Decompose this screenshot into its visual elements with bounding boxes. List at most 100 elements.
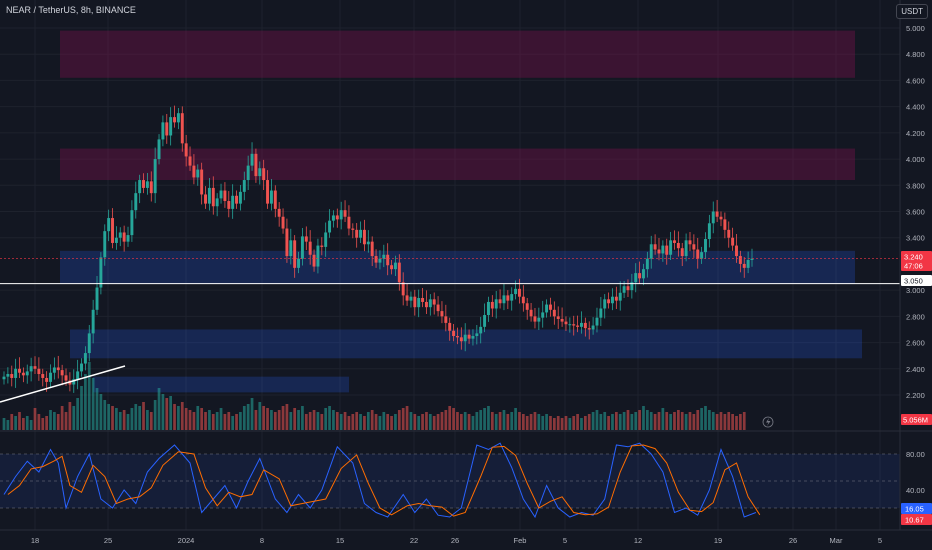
candle-body bbox=[711, 211, 715, 224]
volume-bar bbox=[6, 420, 10, 430]
volume-bar bbox=[490, 412, 494, 430]
osc-badge bbox=[901, 503, 932, 514]
symbol-title[interactable]: NEAR / TetherUS, 8h, BINANCE bbox=[6, 5, 136, 15]
candle-body bbox=[564, 321, 568, 325]
candle-body bbox=[351, 228, 355, 230]
volume-bar bbox=[425, 412, 428, 430]
candle-body bbox=[727, 229, 731, 238]
trendline bbox=[0, 365, 126, 403]
candle-body bbox=[572, 324, 576, 326]
candle-body bbox=[634, 273, 638, 283]
volume-bar bbox=[463, 412, 467, 430]
candle-body bbox=[21, 372, 25, 376]
volume-bar bbox=[665, 412, 669, 430]
volume-bar bbox=[518, 412, 521, 430]
volume-bar bbox=[366, 412, 370, 430]
volume-bar bbox=[242, 406, 246, 430]
candle-body bbox=[541, 312, 545, 318]
price-tick-label: 2.200 bbox=[906, 391, 925, 400]
volume-bar bbox=[630, 414, 634, 430]
currency-button[interactable]: USDT bbox=[896, 4, 928, 19]
candle-body bbox=[320, 245, 324, 247]
volume-bar bbox=[316, 412, 320, 430]
volume-bar bbox=[382, 412, 386, 430]
candle-body bbox=[266, 180, 270, 204]
candle-body bbox=[80, 363, 83, 372]
candle-body bbox=[142, 180, 145, 188]
volume-bar bbox=[727, 412, 731, 430]
volume-bar bbox=[374, 414, 378, 430]
volume-bar bbox=[118, 412, 122, 430]
volume-bar bbox=[560, 418, 564, 430]
candle-body bbox=[52, 367, 56, 373]
volume-bar bbox=[475, 412, 479, 430]
volume-bar bbox=[134, 404, 138, 430]
candle-body bbox=[130, 210, 134, 236]
volume-bar bbox=[514, 408, 517, 430]
volume-bar bbox=[130, 408, 134, 430]
candle-body bbox=[347, 216, 351, 229]
volume-bar bbox=[277, 410, 281, 430]
volume-bar bbox=[673, 412, 676, 430]
demand-zone bbox=[60, 250, 855, 284]
candle-body bbox=[374, 256, 378, 263]
volume-bar bbox=[580, 418, 583, 430]
candle-body bbox=[219, 190, 223, 199]
candle-body bbox=[568, 324, 572, 326]
candlesticks[interactable] bbox=[2, 105, 754, 393]
volume-bar bbox=[308, 412, 312, 430]
volume-bar bbox=[84, 374, 87, 430]
volume-bar bbox=[95, 388, 99, 430]
volume-bar bbox=[510, 412, 514, 430]
volume-bar bbox=[719, 412, 723, 430]
volume-bar bbox=[646, 410, 649, 430]
candle-body bbox=[180, 113, 184, 144]
candle-body bbox=[401, 282, 405, 296]
candle-body bbox=[393, 262, 397, 270]
volume-bar bbox=[684, 414, 688, 430]
candle-body bbox=[386, 254, 390, 266]
candle-body bbox=[525, 303, 529, 310]
volume-bar bbox=[18, 412, 21, 430]
volume-bar bbox=[320, 414, 324, 430]
drawings[interactable] bbox=[0, 258, 900, 403]
volume-bar bbox=[99, 394, 103, 430]
volume-bar bbox=[215, 412, 219, 430]
volume-bar bbox=[591, 412, 595, 430]
candle-body bbox=[587, 328, 591, 330]
candle-body bbox=[235, 195, 239, 204]
candle-body bbox=[529, 309, 533, 317]
price-badge-label: 47:06 bbox=[904, 262, 923, 271]
stoch-rsi-panel[interactable] bbox=[0, 442, 900, 519]
volume-bar bbox=[343, 412, 347, 430]
candle-body bbox=[6, 374, 10, 377]
price-badge bbox=[901, 260, 932, 271]
candle-body bbox=[285, 228, 289, 257]
candle-body bbox=[444, 316, 448, 323]
candle-body bbox=[331, 215, 335, 221]
osc-badge bbox=[901, 514, 932, 525]
candle-body bbox=[370, 241, 374, 257]
supply-zone bbox=[60, 30, 855, 78]
volume-bar bbox=[618, 414, 622, 430]
time-tick-label: Feb bbox=[514, 536, 527, 545]
volume-bar bbox=[642, 406, 645, 430]
candle-body bbox=[188, 156, 192, 166]
candle-body bbox=[118, 232, 122, 238]
candle-body bbox=[506, 295, 510, 301]
candle-body bbox=[579, 322, 583, 327]
candle-body bbox=[37, 368, 41, 375]
volume-bar bbox=[541, 416, 545, 430]
candle-body bbox=[138, 180, 142, 194]
volume-bar bbox=[235, 414, 238, 430]
candle-body bbox=[622, 286, 626, 293]
volume-bar bbox=[258, 402, 262, 430]
price-tick-label: 4.800 bbox=[906, 50, 925, 59]
volume-bar bbox=[312, 410, 316, 430]
lightning-icon bbox=[762, 416, 774, 428]
candle-body bbox=[300, 236, 304, 259]
candle-body bbox=[742, 263, 746, 268]
k-line bbox=[3, 442, 757, 519]
volume-bar bbox=[200, 408, 204, 430]
